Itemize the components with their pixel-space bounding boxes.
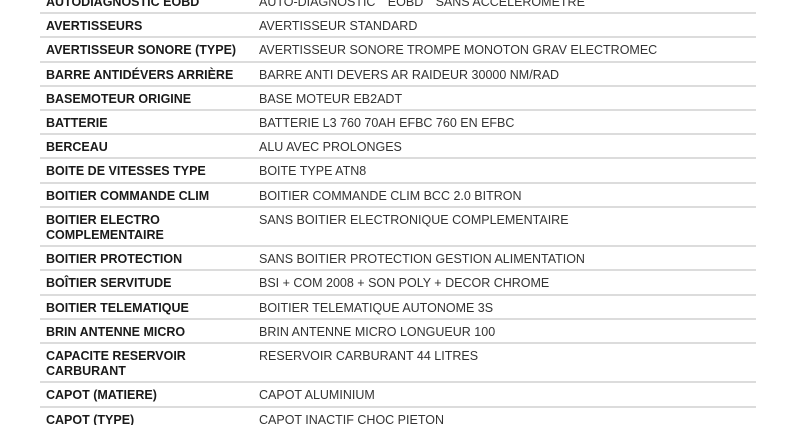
spec-value: SANS BOITIER ELECTRONIQUE COMPLEMENTAIRE xyxy=(259,212,569,227)
spec-value: BASE MOTEUR EB2ADT xyxy=(259,91,403,106)
table-row: CAPOT (TYPE) CAPOT INACTIF CHOC PIETON xyxy=(40,408,756,425)
table-row: BOITE DE VITESSES TYPE BOITE TYPE ATN8 xyxy=(40,159,756,184)
table-row: AVERTISSEURS AVERTISSEUR STANDARD xyxy=(40,14,756,39)
table-row: BATTERIE BATTERIE L3 760 70AH EFBC 760 EN… xyxy=(40,111,756,136)
spec-value: RESERVOIR CARBURANT 44 LITRES xyxy=(259,348,479,363)
table-row: BOÎTIER SERVITUDE BSI + COM 2008 + SON PO… xyxy=(40,271,756,296)
spec-value: AVERTISSEUR SONORE TROMPE MONOTON GRAV E… xyxy=(259,43,658,58)
spec-value: BOITIER COMMANDE CLIM BCC 2.0 BITRON xyxy=(259,188,522,203)
spec-value: BARRE ANTI DEVERS AR RAIDEUR 30000 NM/RA… xyxy=(259,67,560,82)
spec-label: BOÎTIER SERVITUDE xyxy=(46,276,172,291)
table-row: CAPACITE RESERVOIR CARBURANT RESERVOIR CA… xyxy=(40,344,756,384)
spec-label: BOITIER COMMANDE CLIM xyxy=(46,188,210,203)
spec-label: AVERTISSEUR SONORE (TYPE) xyxy=(46,43,237,58)
spec-value: BRIN ANTENNE MICRO LONGUEUR 100 xyxy=(259,324,496,339)
table-row: AVERTISSEUR SONORE (TYPE) AVERTISSEUR SON… xyxy=(40,38,756,63)
spec-label: CAPACITE RESERVOIR CARBURANT xyxy=(46,348,186,378)
table-row: BASEMOTEUR ORIGINE BASE MOTEUR EB2ADT xyxy=(40,87,756,111)
table-row: CAPOT (MATIERE) CAPOT ALUMINIUM xyxy=(40,383,756,408)
spec-label: BOITIER ELECTRO COMPLEMENTAIRE xyxy=(46,212,164,242)
spec-label: BARRE ANTIDÉVERS ARRIÈRE xyxy=(46,67,234,82)
spec-label: BOITIER PROTECTION xyxy=(46,252,183,267)
spec-value: AUTO-DIAGNOSTIC ""EOBD"" SANS ACCELEROME… xyxy=(259,0,585,9)
table-row: BARRE ANTIDÉVERS ARRIÈRE BARRE ANTI DEVER… xyxy=(40,63,756,87)
spec-value: AVERTISSEUR STANDARD xyxy=(259,19,418,34)
spec-label: CAPOT (TYPE) xyxy=(46,412,135,425)
table-row: BERCEAU ALU AVEC PROLONGES xyxy=(40,135,756,160)
spec-label: BOITIER TELEMATIQUE xyxy=(46,300,189,315)
spec-label: BRIN ANTENNE MICRO xyxy=(46,324,186,339)
table-row: BOITIER COMMANDE CLIM BOITIER COMMANDE CL… xyxy=(40,184,756,208)
spec-label: BASEMOTEUR ORIGINE xyxy=(46,91,192,106)
spec-value: BOITE TYPE ATN8 xyxy=(259,164,367,179)
spec-label: AVERTISSEURS xyxy=(46,19,143,34)
spec-value: SANS BOITIER PROTECTION GESTION ALIMENTA… xyxy=(259,252,585,267)
spec-value: BATTERIE L3 760 70AH EFBC 760 EN EFBC xyxy=(259,115,515,130)
spec-label: BERCEAU xyxy=(46,140,108,155)
spec-value: CAPOT INACTIF CHOC PIETON xyxy=(259,412,444,425)
table-row: BOITIER TELEMATIQUE BOITIER TELEMATIQUE A… xyxy=(40,296,756,320)
spec-value: ALU AVEC PROLONGES xyxy=(259,140,402,155)
spec-value: BOITIER TELEMATIQUE AUTONOME 3S xyxy=(259,300,494,315)
table-row: BOITIER ELECTRO COMPLEMENTAIRE SANS BOITI… xyxy=(40,208,756,248)
table-row: BOITIER PROTECTION SANS BOITIER PROTECTIO… xyxy=(40,247,756,272)
spec-value: BSI + COM 2008 + SON POLY + DECOR CHROME xyxy=(259,276,550,291)
table-row: AUTODIAGNOSTIC EOBD AUTO-DIAGNOSTIC ""EOB… xyxy=(40,0,756,15)
specifications-table: AUTODIAGNOSTIC EOBD AUTO-DIAGNOSTIC ""EOB… xyxy=(40,0,756,425)
spec-label: BATTERIE xyxy=(46,115,108,130)
spec-value: CAPOT ALUMINIUM xyxy=(259,388,375,403)
spec-label: BOITE DE VITESSES TYPE xyxy=(46,164,206,179)
spec-label: CAPOT (MATIERE) xyxy=(46,388,157,403)
spec-label: AUTODIAGNOSTIC EOBD xyxy=(46,0,200,9)
table-row: BRIN ANTENNE MICRO BRIN ANTENNE MICRO LON… xyxy=(40,320,756,344)
